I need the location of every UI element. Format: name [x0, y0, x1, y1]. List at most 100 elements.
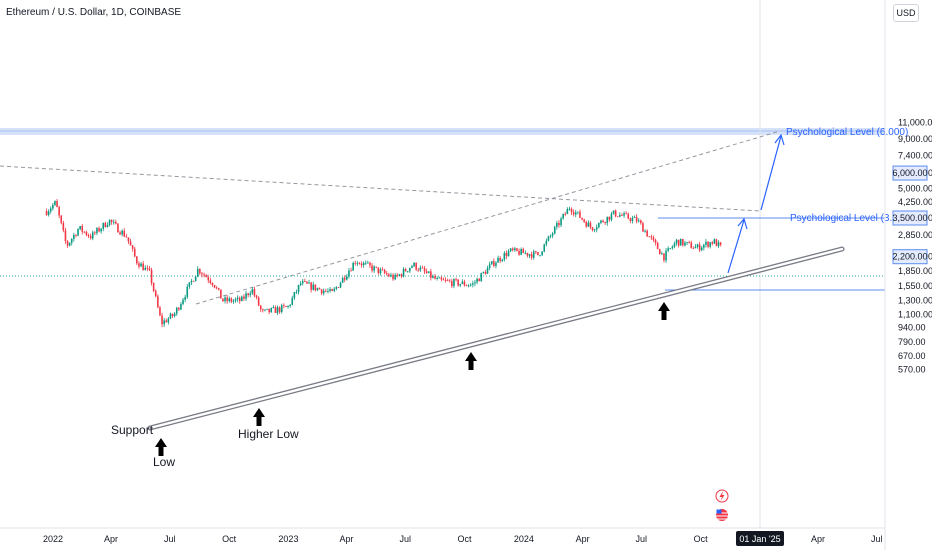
candle-body [364, 262, 367, 264]
candle-body [163, 320, 165, 325]
candle-body [352, 262, 354, 271]
candle-body [635, 216, 638, 222]
candle-body [509, 248, 512, 252]
candle-body [169, 313, 172, 319]
candle-body [673, 243, 676, 247]
candle-body [524, 252, 527, 254]
candle-body [178, 307, 180, 310]
x-tick-label: Jul [636, 534, 648, 544]
candle-body [56, 201, 58, 208]
y-tick-label: 790.00 [898, 337, 926, 347]
candle-body [381, 269, 384, 271]
candle-body [241, 296, 243, 302]
time-axis[interactable]: 2022 Apr Jul Oct 2023 Apr Jul Oct 2024 Apr Jul Oct 0… [43, 531, 883, 546]
candle-body [474, 282, 476, 284]
candle-body [316, 288, 319, 291]
candle-body [415, 262, 417, 270]
candle-body [499, 257, 501, 261]
x-tick-label: Apr [340, 534, 354, 544]
candle-body [190, 280, 193, 283]
candle-body [356, 263, 359, 265]
x-tick-label: Oct [694, 534, 709, 544]
candle-body [558, 222, 560, 226]
candle-body [117, 223, 119, 233]
candle-body [541, 251, 543, 256]
candle-body [157, 296, 159, 308]
candle-body [694, 246, 697, 249]
candle-body [530, 254, 533, 258]
candle-body [644, 230, 646, 232]
price-axis[interactable]: 570.00 670.00 790.00 940.00 1,100.00 1,300.00… [898, 118, 932, 375]
candle-body [224, 297, 226, 302]
x-tick-label: Jul [164, 534, 176, 544]
candle-body [455, 279, 457, 280]
y-tick-label: 940.00 [898, 323, 926, 333]
candle-body [312, 284, 315, 290]
candle-body [272, 307, 275, 309]
candle-body [87, 235, 90, 237]
candle-body [409, 267, 411, 272]
descending-resistance-line [0, 165, 761, 212]
candle-body [598, 222, 600, 228]
candle-body [119, 232, 121, 235]
candle-body [173, 313, 176, 317]
candle-body [419, 267, 422, 271]
candle-body [360, 263, 363, 266]
level-label-6000: Psychological Level (6.000) [786, 127, 908, 138]
candle-body [528, 254, 531, 256]
candle-body [438, 277, 441, 279]
candle-body [650, 236, 653, 238]
candle-body [54, 201, 56, 205]
candle-body [623, 213, 625, 216]
candle-body [138, 263, 140, 267]
candle-body [398, 274, 401, 276]
candle-body [81, 226, 84, 232]
price-tag-label: 2,200.00 [892, 252, 927, 262]
aug-2024-low-arrow-icon [658, 302, 670, 320]
candle-body [106, 225, 109, 228]
candle-body [532, 251, 535, 258]
candle-body [373, 266, 375, 271]
candle-body [545, 240, 548, 245]
candle-body [400, 274, 403, 277]
candle-body [89, 236, 92, 239]
candle-body [612, 210, 615, 214]
candle-body [472, 283, 474, 285]
candle-body [306, 281, 308, 284]
candle-body [318, 288, 321, 290]
y-tick-label: 570.00 [898, 364, 926, 374]
candle-body [367, 262, 369, 264]
candle-body [579, 211, 581, 218]
candle-body [161, 315, 163, 325]
candle-body [451, 281, 453, 287]
x-tick-label: Jul [399, 534, 411, 544]
candle-body [159, 307, 161, 316]
candle-body [476, 278, 478, 283]
candle-body [467, 285, 470, 287]
candle-body [469, 284, 472, 286]
annotation-low: Low [153, 455, 175, 469]
candle-body [194, 276, 197, 282]
projection-arrowhead-6000 [774, 133, 785, 146]
candle-body [167, 318, 170, 323]
candle-body [142, 263, 144, 271]
candle-body [207, 277, 210, 281]
candle-body [325, 290, 327, 292]
candle-body [289, 304, 291, 306]
candle-body [667, 248, 669, 251]
candle-body [184, 296, 186, 300]
candle-body [396, 274, 399, 276]
date-tag-bg [736, 531, 784, 546]
candle-body [228, 298, 231, 302]
currency-selector[interactable]: USD [893, 4, 919, 22]
candle-body [285, 306, 287, 307]
candle-body [91, 232, 94, 239]
candle-body [556, 222, 558, 227]
candle-body [486, 267, 489, 274]
candle-body [465, 285, 468, 287]
candle-body [341, 277, 344, 283]
candle-body [186, 286, 189, 297]
candle-body [446, 280, 449, 281]
candle-body [203, 274, 205, 276]
